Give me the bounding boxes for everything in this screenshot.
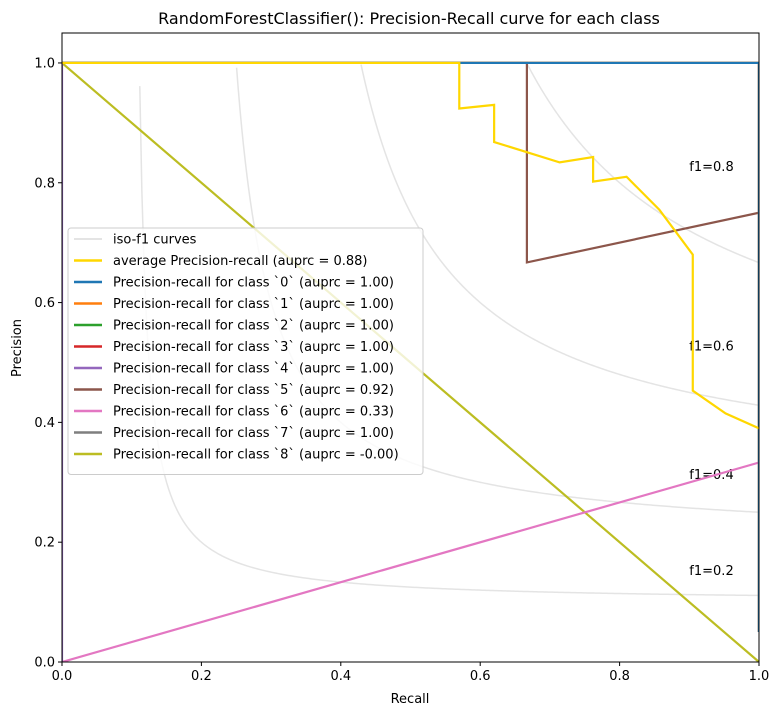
iso-f1-label-layer: f1=0.2f1=0.4f1=0.6f1=0.8 [689, 160, 733, 579]
series-line [62, 461, 759, 662]
legend-entry: Precision-recall for class `2` (auprc = … [113, 319, 394, 334]
legend-entry: Precision-recall for class `7` (auprc = … [113, 426, 394, 441]
legend-entry: Precision-recall for class `6` (auprc = … [113, 405, 394, 420]
legend-entry: Precision-recall for class `5` (auprc = … [113, 383, 394, 398]
iso-f1-curve [139, 86, 759, 597]
legend-box [67, 227, 424, 475]
x-tick-label: 0.8 [609, 669, 630, 684]
x-tick-label: 1.0 [749, 669, 770, 684]
iso-f1-label: f1=0.6 [689, 339, 733, 354]
iso-f1-label: f1=0.2 [689, 564, 733, 579]
legend: iso-f1 curves average Precision-recall (a… [67, 227, 424, 475]
legend-entry: Precision-recall for class `1` (auprc = … [113, 297, 394, 312]
y-tick-label: 0.6 [34, 296, 55, 311]
tick-layer: 0.0 0.2 0.4 0.6 0.8 1.0 0.0 0.2 0.4 0.6 0.8 1.0 [34, 56, 769, 684]
iso-f1-curve [360, 64, 759, 407]
x-tick-label: 0.2 [191, 669, 212, 684]
legend-entry: Precision-recall for class `3` (auprc = … [113, 340, 394, 355]
chart-title: RandomForestClassifier(): Precision-Reca… [158, 9, 660, 28]
y-tick-label: 0.2 [34, 536, 55, 551]
x-axis-label: Recall [391, 692, 430, 707]
legend-entry: Precision-recall for class `4` (auprc = … [113, 362, 394, 377]
x-tick-label: 0.6 [470, 669, 491, 684]
legend-entry: Precision-recall for class `0` (auprc = … [113, 276, 394, 291]
legend-entry: iso-f1 curves [113, 233, 197, 248]
x-tick-label: 0.0 [52, 669, 73, 684]
legend-entry: average Precision-recall (auprc = 0.88) [113, 254, 367, 269]
iso-f1-curve [526, 63, 759, 264]
x-tick-label: 0.4 [330, 669, 351, 684]
y-tick-label: 0.8 [34, 176, 55, 191]
y-axis-label: Precision [10, 319, 25, 377]
y-tick-label: 0.4 [34, 416, 55, 431]
iso-f1-label: f1=0.8 [689, 160, 733, 175]
legend-entry: Precision-recall for class `8` (auprc = … [113, 448, 399, 463]
y-tick-label: 1.0 [34, 56, 55, 71]
y-tick-label: 0.0 [34, 656, 55, 671]
plot-frame [61, 32, 760, 663]
series-line [62, 61, 759, 430]
